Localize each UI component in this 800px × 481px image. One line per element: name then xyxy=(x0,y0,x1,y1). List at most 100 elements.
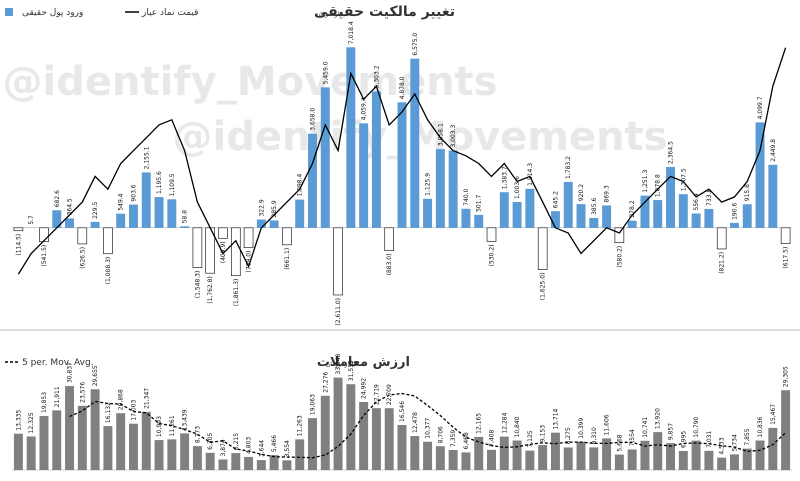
value-label: 10,836 xyxy=(757,416,764,437)
value-label: 3,874 xyxy=(220,439,227,456)
value-label: 10,790 xyxy=(693,416,700,437)
bar xyxy=(103,228,112,254)
bar xyxy=(589,218,598,228)
bar xyxy=(334,228,343,295)
value-label: 7,359 xyxy=(450,430,457,447)
value-label: 29,305 xyxy=(783,366,790,387)
value-label: 29,655 xyxy=(92,365,99,386)
bar xyxy=(704,209,713,228)
value-label: 13,920 xyxy=(655,408,662,429)
bar xyxy=(103,426,112,470)
bar xyxy=(155,440,164,470)
watermark: @identify_Movements xyxy=(173,114,668,160)
bar xyxy=(640,196,649,228)
value-label: 1,383.7 xyxy=(501,166,508,189)
value-label: 5,466 xyxy=(271,435,278,452)
value-label: (1,762.8) xyxy=(207,276,214,304)
bar xyxy=(487,450,496,470)
bar xyxy=(461,209,470,228)
value-label: 501.7 xyxy=(476,195,483,212)
value-label: 5,734 xyxy=(731,434,738,451)
bar xyxy=(756,122,765,227)
bar xyxy=(449,151,458,228)
value-label: 385.6 xyxy=(591,198,598,215)
value-label: 33,948 xyxy=(335,353,342,374)
value-label: 5,459.0 xyxy=(322,61,329,84)
value-label: (821.2) xyxy=(719,252,726,274)
legend-label: قیمت نماد عیار xyxy=(141,8,198,18)
value-label: 19,853 xyxy=(41,392,48,413)
value-label: 920.2 xyxy=(578,184,585,201)
bar xyxy=(295,200,304,228)
chart-subtitle: به میلیارد تومان xyxy=(326,361,365,368)
bar xyxy=(743,449,752,470)
value-label: (530.2) xyxy=(489,244,496,266)
bar xyxy=(167,439,176,470)
bar xyxy=(39,416,48,470)
value-label: 549.4 xyxy=(118,193,125,210)
bar xyxy=(142,172,151,227)
legend-label: ورود پول حقیقی xyxy=(22,8,83,18)
bar xyxy=(487,228,496,242)
bar xyxy=(474,215,483,228)
value-label: 4,099.7 xyxy=(757,96,764,119)
bar xyxy=(730,223,739,228)
value-label: (617.5) xyxy=(783,247,790,269)
bar xyxy=(155,197,164,228)
bar xyxy=(436,446,445,470)
value-label: 10,993 xyxy=(156,416,163,437)
bar xyxy=(257,460,266,470)
value-label: 733.8 xyxy=(706,189,713,206)
bar xyxy=(756,441,765,470)
value-label: (2,611.0) xyxy=(335,298,342,326)
bar xyxy=(91,222,100,228)
value-label: (114.5) xyxy=(15,234,22,256)
legend-label: 5 per. Mov. Avg. xyxy=(22,358,94,368)
bar xyxy=(538,228,547,270)
value-label: (1,008.3) xyxy=(105,257,112,285)
value-label: 2,364.5 xyxy=(668,141,675,164)
value-label: 2,155.1 xyxy=(143,146,150,169)
value-label: 3,003.3 xyxy=(450,124,457,147)
bar xyxy=(180,226,189,228)
value-label: 740.0 xyxy=(463,188,470,205)
value-label: (1,861.3) xyxy=(233,279,240,307)
bar xyxy=(653,432,662,470)
bar xyxy=(244,457,253,470)
value-label: 1,783.2 xyxy=(565,156,572,179)
bar xyxy=(282,228,291,245)
bar xyxy=(781,228,790,244)
bar xyxy=(589,447,598,470)
bar xyxy=(308,134,317,228)
bar xyxy=(423,442,432,470)
bar xyxy=(359,123,368,227)
bar xyxy=(704,451,713,470)
value-label: 3,554 xyxy=(284,440,291,457)
value-label: 4,059.4 xyxy=(361,97,368,120)
value-label: 13,335 xyxy=(15,410,22,431)
bar xyxy=(385,408,394,470)
bar xyxy=(14,228,23,231)
value-label: 16,132 xyxy=(105,402,112,423)
bar xyxy=(692,441,701,470)
value-label: 21,347 xyxy=(143,388,150,409)
bar xyxy=(295,439,304,470)
bar xyxy=(346,384,355,470)
value-label: (883.0) xyxy=(386,254,393,276)
legend-swatch xyxy=(5,8,13,16)
value-label: 17,003 xyxy=(130,400,137,421)
bar xyxy=(628,449,637,470)
value-label: 8,310 xyxy=(591,427,598,444)
value-label: 19,063 xyxy=(309,394,316,415)
bar xyxy=(321,87,330,227)
bar xyxy=(142,412,151,470)
bar xyxy=(525,451,534,470)
value-label: 229.5 xyxy=(92,202,99,219)
value-label: 1,109.5 xyxy=(169,173,176,196)
bar xyxy=(577,442,586,470)
bar xyxy=(219,228,228,239)
bar xyxy=(525,189,534,228)
bar xyxy=(180,433,189,470)
value-label: 682.6 xyxy=(54,190,61,207)
value-label: 21,911 xyxy=(54,386,61,407)
